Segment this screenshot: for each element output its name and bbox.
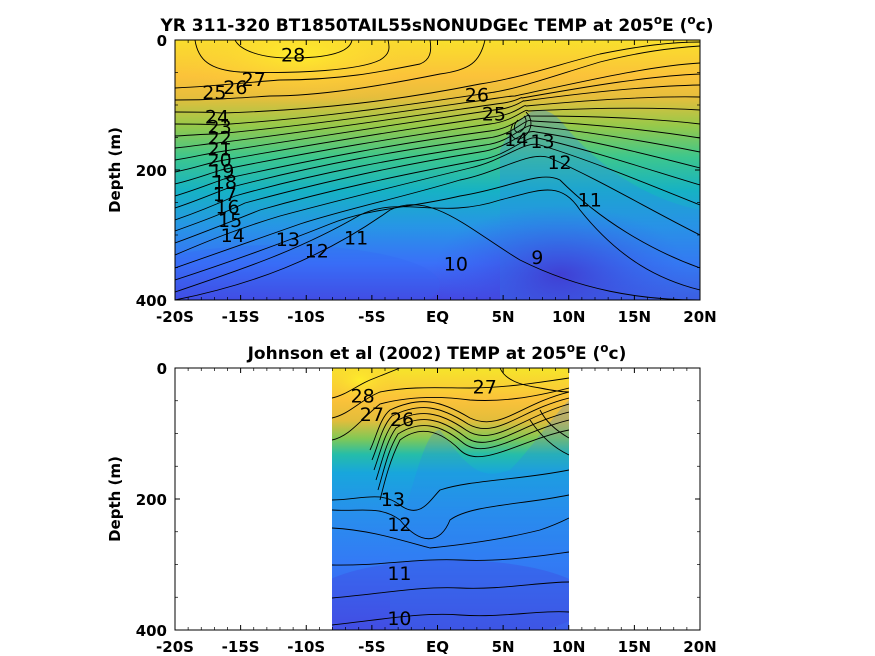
top-contour-label: 10 — [444, 254, 468, 276]
top-contour-label: 22 — [208, 128, 232, 150]
top-xtick-label: 5N — [492, 308, 515, 326]
top-contour-label: 16 — [215, 196, 239, 218]
bottom-ytick-label: 200 — [136, 491, 167, 509]
top-y-axis-label: Depth (m) — [106, 127, 124, 213]
top-contour-label: 11 — [578, 189, 602, 211]
top-contour-label: 21 — [208, 139, 232, 161]
top-contour-label: 23 — [208, 116, 232, 138]
bottom-y-axis: 0 200 400 — [136, 360, 700, 640]
bottom-title-main: Johnson et al (2002) TEMP at 205 — [247, 344, 567, 364]
top-contour-label: 13 — [530, 131, 554, 153]
top-contour-label: 20 — [208, 150, 232, 172]
bottom-xtick-label: -5S — [358, 638, 385, 656]
bottom-contour-label: 12 — [387, 514, 411, 536]
top-field — [175, 40, 700, 300]
top-xtick-label: 10N — [552, 308, 585, 326]
top-contour-label: 25 — [482, 103, 506, 125]
top-contour-label: 14 — [221, 225, 245, 247]
bottom-contour-label: 10 — [387, 608, 411, 630]
top-title-unit-sup: o — [687, 13, 695, 27]
bottom-x-axis: -20S -15S -10S -5S EQ 5N 10N 15N 20N — [156, 368, 717, 656]
bottom-xtick-label: EQ — [426, 638, 449, 656]
top-panel: YR 311-320 BT1850TAIL55sNONUDGEc TEMP at… — [106, 13, 717, 326]
bottom-xtick-label: -15S — [222, 638, 260, 656]
top-ytick-label: 400 — [136, 292, 167, 310]
top-xtick-label: -20S — [156, 308, 194, 326]
bottom-title-unit-end: c) — [609, 344, 627, 364]
bottom-field — [332, 368, 569, 630]
bottom-contour-label: 26 — [390, 409, 414, 431]
bottom-xtick-label: 10N — [552, 638, 585, 656]
bottom-contours — [332, 368, 569, 626]
top-contour-label: 12 — [547, 152, 571, 174]
bottom-xtick-label: 15N — [618, 638, 651, 656]
top-contour-label: 11 — [344, 228, 368, 250]
top-title-unit-end: c) — [696, 16, 714, 36]
top-ytick-label: 200 — [136, 162, 167, 180]
bottom-ytick-label: 0 — [157, 360, 167, 378]
top-contour-label: 9 — [531, 247, 543, 269]
bottom-title-unit-sup: o — [600, 341, 608, 355]
top-contour-label: 28 — [281, 44, 305, 66]
top-contour-label: 18 — [213, 172, 237, 194]
top-contours — [175, 40, 700, 300]
bottom-xtick-label: -20S — [156, 638, 194, 656]
top-ytick-label: 0 — [157, 32, 167, 50]
bottom-xtick-label: 5N — [492, 638, 515, 656]
bottom-xtick-label: 20N — [683, 638, 716, 656]
top-title-e: E ( — [662, 16, 687, 36]
bottom-contour-label: 28 — [351, 386, 375, 408]
bottom-contour-label: 27 — [473, 376, 497, 398]
bottom-contour-label: 27 — [360, 404, 384, 426]
top-contour-label: 24 — [205, 107, 229, 129]
top-contour-label: 26 — [223, 77, 247, 99]
top-contour-label: 17 — [213, 184, 237, 206]
top-contour-label: 14 — [504, 129, 528, 151]
top-xtick-label: -10S — [287, 308, 325, 326]
top-title-main: YR 311-320 BT1850TAIL55sNONUDGEc TEMP at… — [159, 16, 653, 36]
top-contour-label: 25 — [202, 82, 226, 104]
bottom-xtick-label: -10S — [287, 638, 325, 656]
top-xtick-label: 15N — [618, 308, 651, 326]
top-xtick-label: -5S — [358, 308, 385, 326]
top-y-axis: 0 200 400 — [136, 32, 700, 310]
bottom-title-deg: o — [567, 341, 575, 355]
bottom-contour-label: 11 — [387, 563, 411, 585]
bottom-title: Johnson et al (2002) TEMP at 205oE (oc) — [247, 341, 627, 364]
top-contour-label: 27 — [242, 69, 266, 91]
top-xtick-label: EQ — [426, 308, 449, 326]
bottom-ytick-label: 400 — [136, 622, 167, 640]
top-title: YR 311-320 BT1850TAIL55sNONUDGEc TEMP at… — [159, 13, 713, 36]
top-contour-label: 15 — [218, 210, 242, 232]
bottom-y-axis-label: Depth (m) — [106, 456, 124, 542]
bottom-title-e: E ( — [575, 344, 600, 364]
bottom-panel: Johnson et al (2002) TEMP at 205oE (oc) — [106, 341, 717, 656]
top-contour-label: 19 — [210, 161, 234, 183]
top-title-deg: o — [654, 13, 662, 27]
top-xtick-label: -15S — [222, 308, 260, 326]
top-x-axis: -20S -15S -10S -5S EQ 5N 10N 15N 20N — [156, 40, 717, 326]
top-contour-label: 13 — [276, 229, 300, 251]
top-xtick-label: 20N — [683, 308, 716, 326]
bottom-contour-label: 13 — [381, 489, 405, 511]
top-contour-label: 26 — [465, 85, 489, 107]
top-contour-label: 12 — [305, 241, 329, 263]
